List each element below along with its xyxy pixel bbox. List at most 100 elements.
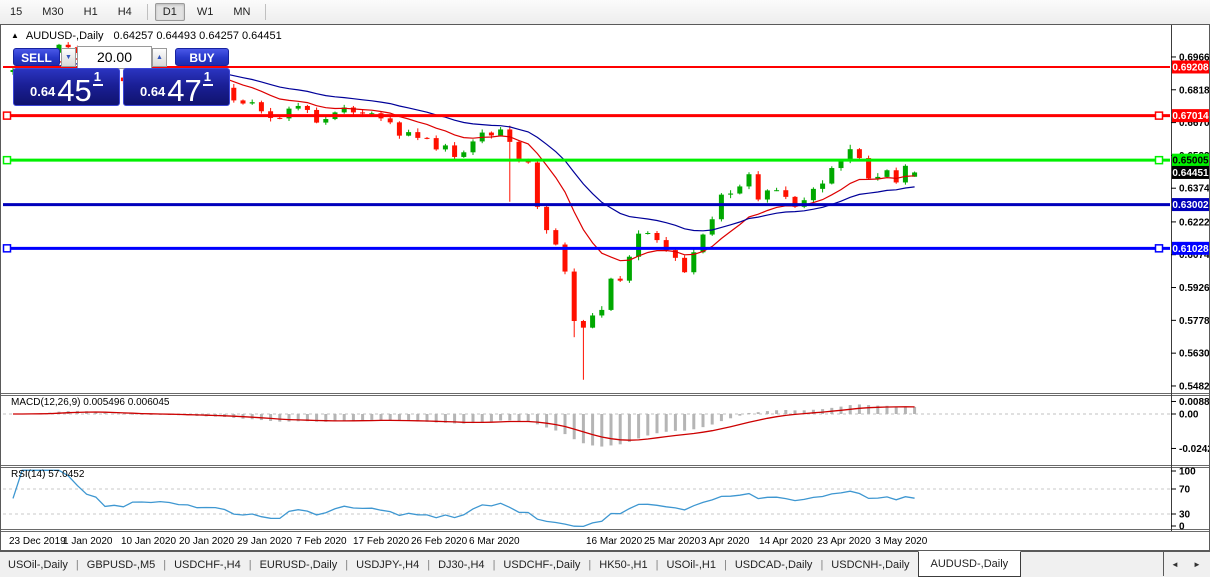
- chart-ohlc-readout: 0.64257 0.64493 0.64257 0.64451: [113, 29, 282, 42]
- hline-handle[interactable]: [2, 244, 12, 253]
- candle-body: [525, 161, 531, 163]
- candle-body: [442, 145, 448, 150]
- macd-pane[interactable]: [3, 404, 1170, 447]
- symbol-tab-bar: USOil-,Daily | GBPUSD-,M5 | USDCHF-,H4 | EURUS…: [0, 551, 1210, 577]
- hline-handle[interactable]: [2, 155, 12, 165]
- toolbar-separator: [146, 4, 148, 20]
- candle-body: [323, 119, 329, 123]
- timeframe-button-h4[interactable]: H4: [117, 6, 132, 18]
- date-axis-label: 25 Mar 2020: [644, 536, 701, 547]
- timeframe-button-w1[interactable]: W1: [196, 6, 214, 18]
- timeframe-button-h1[interactable]: H1: [83, 6, 98, 18]
- timeframe-button-m30[interactable]: M30: [42, 6, 64, 18]
- sell-button[interactable]: SELL: [13, 48, 60, 66]
- candle-body: [884, 170, 890, 177]
- volume-input[interactable]: 20.00: [77, 46, 152, 69]
- candle-body: [369, 113, 375, 115]
- candle-body: [626, 256, 632, 281]
- candle-body: [718, 194, 724, 220]
- candle-body: [682, 257, 688, 273]
- volume-decrease-button[interactable]: ▼: [61, 48, 76, 67]
- hline-handle[interactable]: [1154, 155, 1164, 165]
- candle-body: [277, 117, 283, 119]
- symbol-tab-usdcad-daily[interactable]: USDCAD-,Daily: [734, 558, 813, 571]
- symbol-tab-usdchf-h4[interactable]: USDCHF-,H4: [174, 558, 241, 571]
- candle-body: [875, 176, 881, 179]
- buy-button[interactable]: BUY: [175, 48, 229, 66]
- symbol-tab-hk50-h1[interactable]: HK50-,H1: [599, 558, 648, 571]
- tab-separator: |: [492, 558, 496, 571]
- candle-body: [755, 174, 761, 200]
- buy-price-panel[interactable]: 0.64 47 1: [123, 68, 230, 106]
- date-axis-label: 6 Mar 2020: [469, 536, 520, 547]
- timeframe-button-15[interactable]: 15: [10, 6, 23, 18]
- candle-body: [691, 252, 697, 273]
- volume-increase-button[interactable]: ▲: [152, 48, 167, 67]
- collapse-panel-icon[interactable]: ▲: [11, 31, 19, 40]
- candle-body: [65, 44, 71, 48]
- candle-body: [608, 278, 614, 310]
- hline-price-badge-label: 0.67014: [1172, 111, 1209, 122]
- hline-price-badge: [1172, 109, 1209, 123]
- chart-canvas[interactable]: 0.696600.681800.667000.652200.637400.622…: [1, 25, 1209, 548]
- symbol-tab-usoil-daily[interactable]: USOil-,Daily: [8, 558, 68, 571]
- candle-body: [553, 230, 559, 245]
- candle-body: [829, 168, 835, 184]
- candle-body: [231, 87, 237, 101]
- candle-body: [562, 244, 568, 272]
- symbol-tab-usdchf-daily[interactable]: USDCHF-,Daily: [503, 558, 581, 571]
- candle-body: [820, 183, 826, 189]
- macd-scale-label: 0.00: [1179, 410, 1199, 421]
- symbol-tab-dj30-h4[interactable]: DJ30-,H4: [438, 558, 485, 571]
- toolbar-separator: [265, 4, 267, 20]
- candle-body: [783, 190, 789, 197]
- hline-price-badge: [1172, 60, 1209, 74]
- timeframe-button-d1[interactable]: D1: [154, 3, 185, 21]
- candle-body: [728, 193, 734, 195]
- tab-separator: |: [655, 558, 659, 571]
- date-axis-label: 7 Feb 2020: [296, 536, 347, 547]
- rsi-indicator-label: RSI(14) 57.0452: [11, 469, 85, 480]
- hline-price-badge-label: 0.69208: [1172, 62, 1209, 73]
- price-axis[interactable]: 0.696600.681800.667000.652200.637400.622…: [1171, 52, 1209, 533]
- macd-indicator-label: MACD(12,26,9) 0.005496 0.006045: [11, 397, 170, 408]
- candle-body: [470, 141, 476, 153]
- symbol-tab-eurusd-daily[interactable]: EURUSD-,Daily: [259, 558, 338, 571]
- hline-price-badge-label: 0.61028: [1172, 244, 1209, 255]
- date-axis-label: 3 Apr 2020: [701, 536, 750, 547]
- hline-handle[interactable]: [1154, 111, 1164, 120]
- candle-body: [893, 170, 899, 183]
- tab-separator: |: [345, 558, 349, 571]
- symbol-tab-usoil-h1[interactable]: USOil-,H1: [666, 558, 716, 571]
- buy-price-big: 47: [167, 72, 202, 108]
- hline-handle[interactable]: [1154, 244, 1164, 253]
- candle-body: [866, 158, 872, 179]
- main-pane[interactable]: [10, 42, 918, 380]
- date-axis-label: 20 Jan 2020: [179, 536, 234, 547]
- symbol-tab-gbpusd-m5[interactable]: GBPUSD-,M5: [86, 558, 156, 571]
- tab-separator: |: [723, 558, 727, 571]
- rsi-pane[interactable]: [3, 469, 1170, 528]
- tab-scroll-left-icon[interactable]: ◄: [1171, 559, 1179, 569]
- candle-body: [415, 132, 421, 138]
- date-axis-label: 23 Dec 2019: [9, 536, 66, 547]
- symbol-tab-usdjpy-h4[interactable]: USDJPY-,H4: [356, 558, 420, 571]
- symbol-tab-audusd-daily[interactable]: AUDUSD-,Daily: [917, 551, 1022, 577]
- chart-title-row: ▲ AUDUSD-,Daily 0.64257 0.64493 0.64257 …: [11, 28, 282, 43]
- candle-body: [663, 240, 669, 251]
- symbol-tab-usdcnh-daily[interactable]: USDCNH-,Daily: [831, 558, 910, 571]
- date-axis-label: 23 Apr 2020: [817, 536, 871, 547]
- tab-scroll-right-icon[interactable]: ►: [1193, 559, 1201, 569]
- sell-price-panel[interactable]: 0.64 45 1: [13, 68, 120, 106]
- timeframe-button-mn[interactable]: MN: [233, 6, 251, 18]
- date-axis-label: 10 Jan 2020: [121, 536, 176, 547]
- candle-body: [617, 278, 623, 281]
- candle-body: [912, 172, 918, 177]
- hline-handle[interactable]: [2, 111, 12, 120]
